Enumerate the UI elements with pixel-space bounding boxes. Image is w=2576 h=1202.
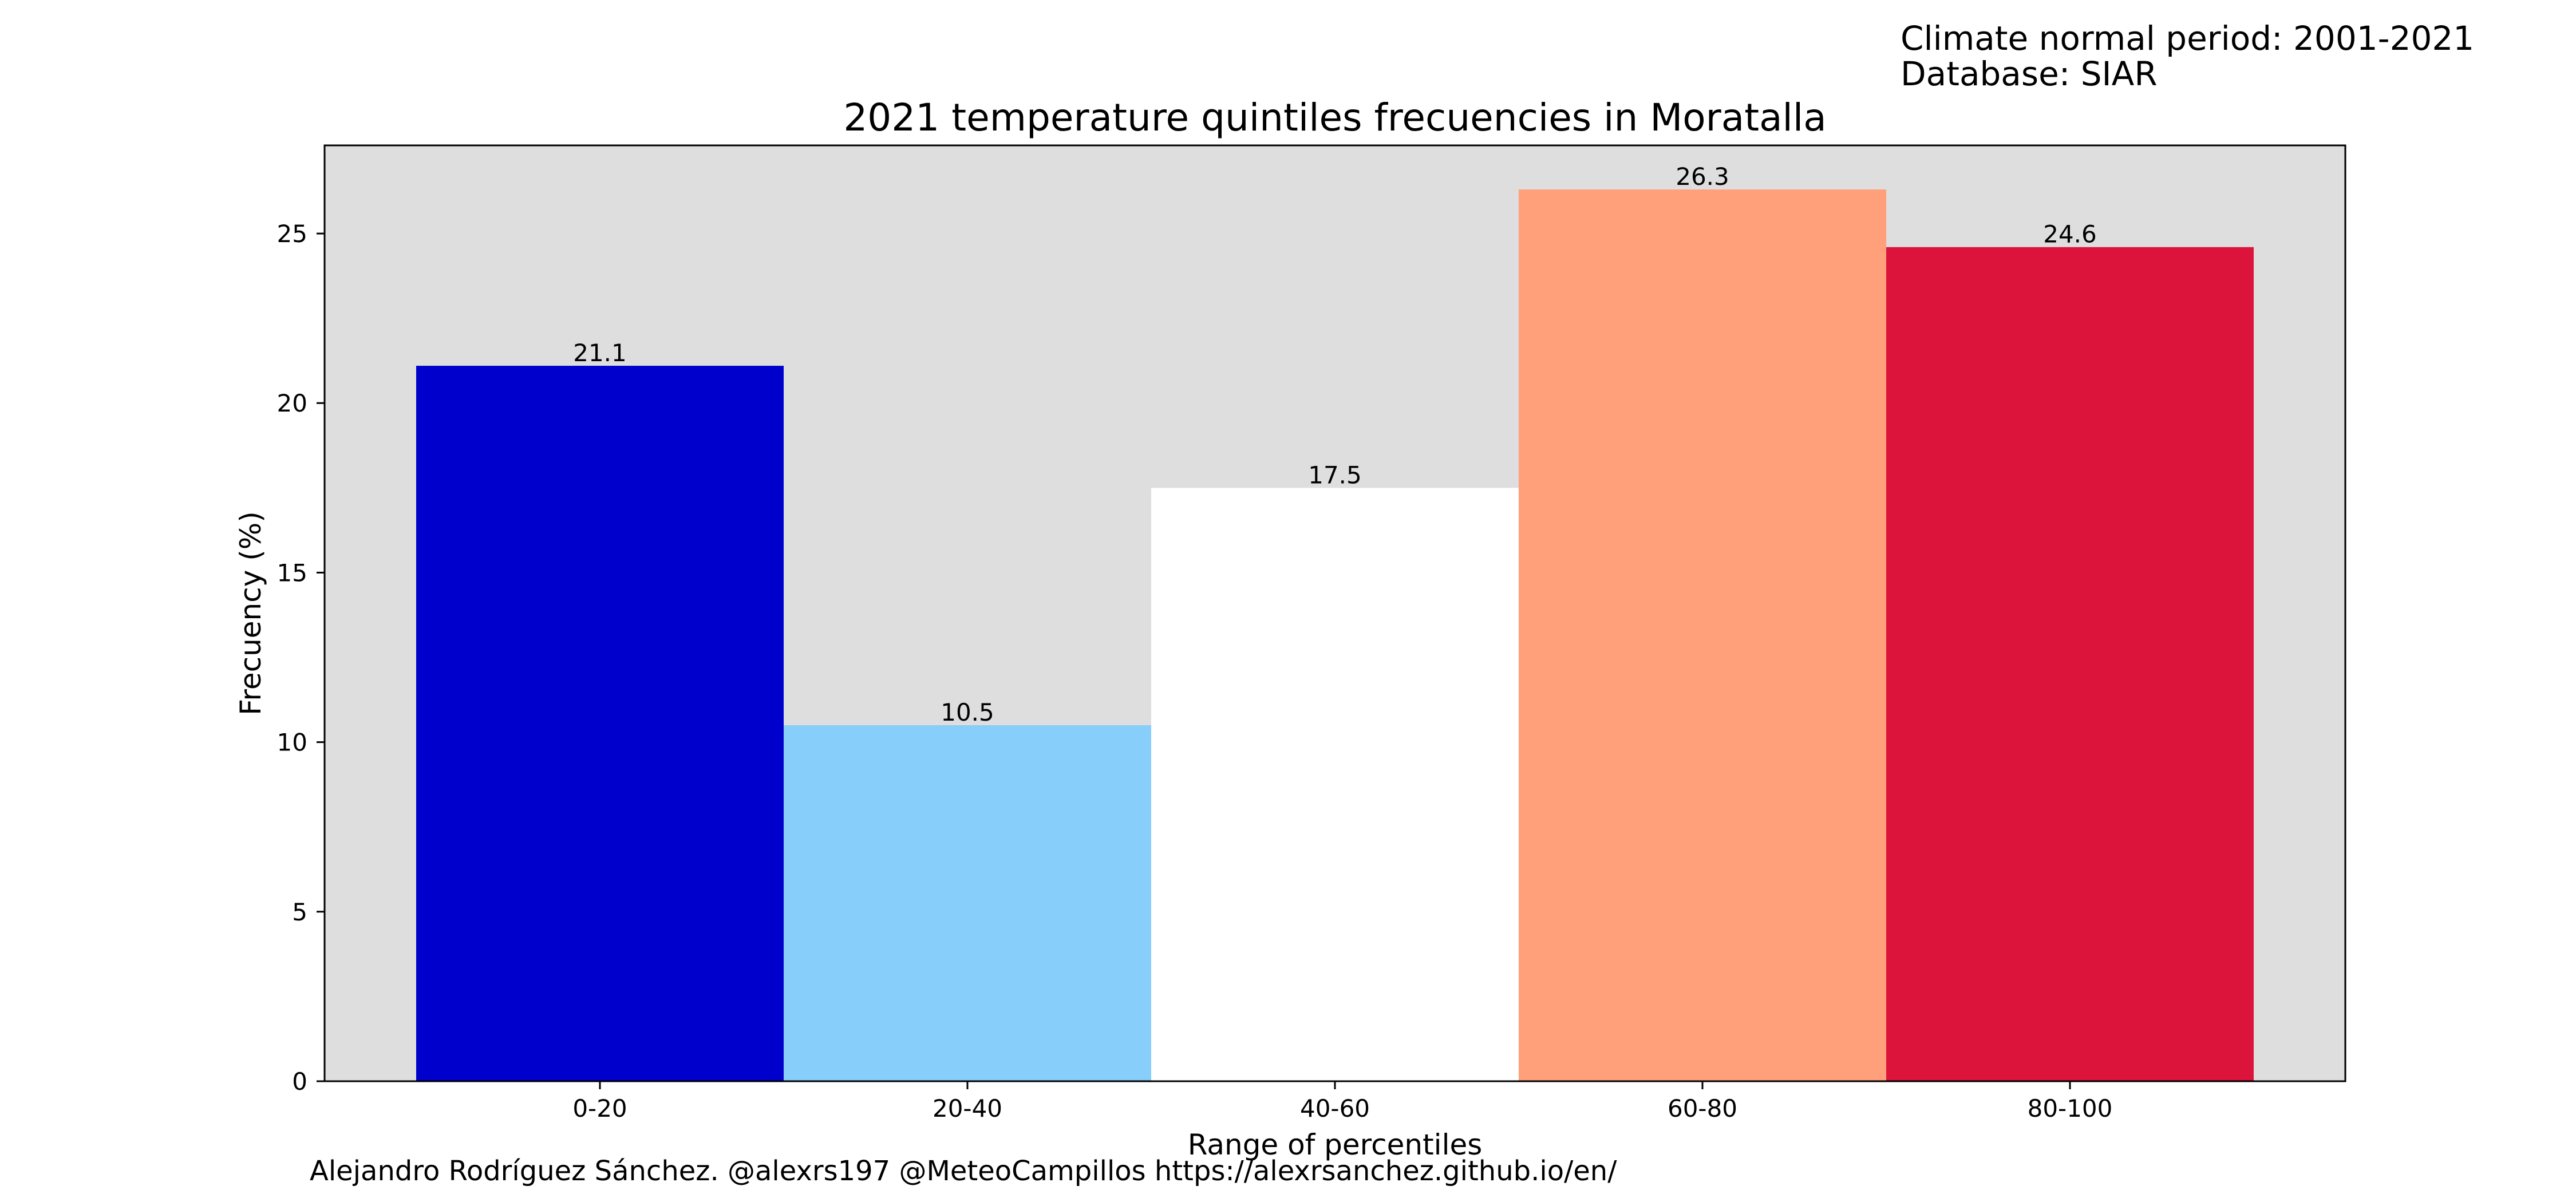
y-tick-label: 10 — [277, 729, 307, 757]
plot-frame — [323, 144, 2346, 1082]
x-tick-label: 80-100 — [2028, 1094, 2113, 1122]
y-tick-label: 5 — [292, 898, 307, 926]
bar-value-label: 26.3 — [1676, 163, 1729, 191]
bar-60-80 — [1519, 189, 1886, 1081]
x-tick-label: 40-60 — [1300, 1094, 1370, 1122]
author-credits: Alejandro Rodríguez Sánchez. @alexrs197 … — [310, 1155, 1617, 1187]
y-tick-label: 15 — [277, 559, 307, 587]
bar-value-label: 21.1 — [573, 339, 627, 367]
x-axis-label: Range of percentiles — [1188, 1128, 1483, 1161]
y-tick-label: 0 — [292, 1067, 307, 1096]
y-tick-label: 25 — [277, 220, 307, 248]
bar-40-60 — [1151, 488, 1519, 1082]
bars — [416, 189, 2254, 1082]
bar-value-label: 17.5 — [1308, 461, 1362, 489]
bar-20-40 — [784, 725, 1151, 1081]
bar-0-20 — [416, 366, 784, 1081]
y-axis-ticks: 0 5 10 15 20 25 — [277, 220, 325, 1096]
bar-80-100 — [1886, 247, 2254, 1081]
x-tick-label: 60-80 — [1668, 1094, 1737, 1122]
bar-value-label: 10.5 — [941, 698, 994, 726]
chart-title: 2021 temperature quintiles frecuencies i… — [843, 96, 1826, 140]
y-axis-label: Frecuency (%) — [234, 511, 267, 715]
x-tick-label: 20-40 — [933, 1094, 1002, 1122]
data-labels: 21.1 10.5 17.5 26.3 24.6 — [573, 163, 2097, 726]
x-axis-ticks: 0-20 20-40 40-60 60-80 80-100 — [572, 1081, 2112, 1122]
x-tick-label: 0-20 — [572, 1094, 627, 1122]
climate-period-note: Climate normal period: 2001-2021 — [1901, 19, 2475, 58]
y-tick-label: 20 — [277, 389, 307, 417]
database-note: Database: SIAR — [1901, 54, 2158, 93]
bar-value-label: 24.6 — [2043, 220, 2097, 248]
